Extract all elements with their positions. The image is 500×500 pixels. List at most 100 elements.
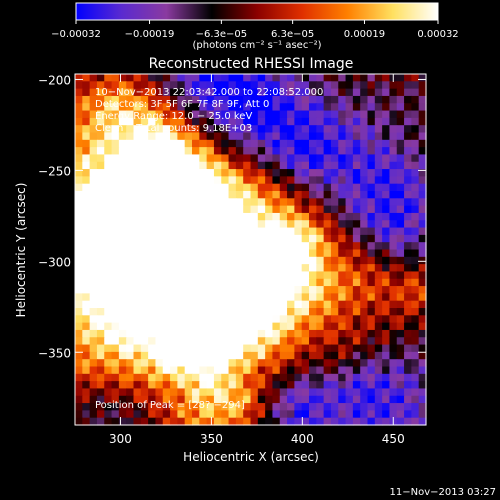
heatmap-cell [294, 169, 303, 177]
heatmap-cell [155, 329, 164, 338]
heatmap-cell [309, 234, 317, 243]
heatmap-cell [294, 110, 303, 119]
heatmap-cell [133, 388, 142, 397]
heatmap-cell [323, 220, 332, 229]
heatmap-cell [243, 395, 252, 404]
heatmap-cell [221, 388, 230, 397]
heatmap-cell [126, 183, 135, 192]
heatmap-cell [330, 242, 339, 251]
heatmap-cell [294, 315, 303, 324]
heatmap-cell [133, 337, 142, 346]
heatmap-cell [316, 322, 325, 331]
heatmap-cell [213, 212, 222, 221]
heatmap-cell [192, 315, 200, 324]
heatmap-cell [199, 212, 208, 221]
heatmap-cell [360, 286, 369, 294]
heatmap-cell [96, 220, 105, 229]
heatmap-cell [279, 81, 288, 90]
heatmap-cell [287, 410, 295, 419]
heatmap-cell [206, 417, 215, 426]
heatmap-cell [221, 242, 230, 251]
heatmap-cell [170, 271, 178, 280]
heatmap-cell [374, 176, 383, 185]
heatmap-cell [82, 205, 91, 214]
heatmap-cell [111, 242, 120, 251]
heatmap-cell [279, 337, 288, 346]
heatmap-cell [170, 81, 178, 90]
heatmap-cell [367, 183, 376, 192]
heatmap-cell [228, 249, 237, 258]
heatmap-cell [301, 278, 310, 287]
heatmap-cell [235, 88, 244, 97]
heatmap-cell [250, 278, 259, 287]
heatmap-cell [118, 278, 127, 287]
heatmap-cell [162, 395, 171, 404]
heatmap-cell [389, 95, 398, 104]
heatmap-cell [309, 300, 317, 309]
heatmap-cell [140, 191, 149, 199]
heatmap-cell [89, 103, 98, 112]
heatmap-cell [82, 351, 91, 360]
heatmap-cell [345, 125, 354, 134]
heatmap-cell [287, 351, 295, 360]
heatmap-cell [367, 117, 376, 126]
heatmap-cell [279, 373, 288, 382]
heatmap-cell [309, 388, 317, 397]
heatmap-cell [287, 329, 295, 338]
heatmap-cell [148, 125, 157, 134]
heatmap-cell [396, 161, 405, 170]
heatmap-cell [382, 308, 391, 316]
heatmap-cell [309, 74, 317, 82]
heatmap-cell [279, 169, 288, 177]
heatmap-cell [162, 264, 171, 273]
heatmap-cell [301, 110, 310, 119]
heatmap-cell [148, 410, 157, 419]
heatmap-cell [199, 344, 208, 353]
heatmap-cell [389, 337, 398, 346]
heatmap-cell [126, 88, 135, 97]
heatmap-cell [323, 403, 332, 411]
chart-title: Reconstructed RHESSI Image [149, 56, 354, 72]
heatmap-cell [374, 103, 383, 112]
heatmap-cell [118, 329, 127, 338]
heatmap-cell [367, 205, 376, 214]
heatmap-cell [82, 286, 91, 294]
heatmap-cell [206, 351, 215, 360]
heatmap-cell [75, 388, 83, 397]
heatmap-cell [382, 410, 391, 419]
heatmap-cell [82, 132, 91, 141]
heatmap-cell [404, 388, 412, 397]
heatmap-cell [148, 381, 157, 390]
heatmap-cell [155, 300, 164, 309]
heatmap-cell [75, 205, 83, 214]
heatmap-cell [148, 256, 157, 265]
heatmap-cell [374, 417, 383, 426]
heatmap-cell [338, 395, 347, 404]
heatmap-cell [294, 234, 303, 243]
heatmap-cell [323, 322, 332, 331]
heatmap-cell [279, 388, 288, 397]
heatmap-cell [338, 359, 347, 368]
heatmap-cell [155, 74, 164, 82]
heatmap-cell [316, 286, 325, 294]
heatmap-cell [382, 132, 391, 141]
heatmap-cell [118, 271, 127, 280]
heatmap-cell [367, 169, 376, 177]
heatmap-cell [323, 242, 332, 251]
heatmap-cell [75, 95, 83, 104]
heatmap-cell [404, 395, 412, 404]
heatmap-cell [162, 117, 171, 126]
heatmap-cell [345, 169, 354, 177]
heatmap-cell [75, 300, 83, 309]
heatmap-cell [133, 74, 142, 82]
heatmap-cell [177, 117, 186, 126]
heatmap-cell [213, 300, 222, 309]
heatmap-cell [301, 95, 310, 104]
heatmap-cell [287, 366, 295, 375]
heatmap-cell [257, 183, 266, 192]
heatmap-cell [352, 329, 361, 338]
heatmap-cell [89, 293, 98, 302]
heatmap-cell [367, 286, 376, 294]
heatmap-cell [140, 154, 149, 163]
heatmap-cell [294, 198, 303, 207]
